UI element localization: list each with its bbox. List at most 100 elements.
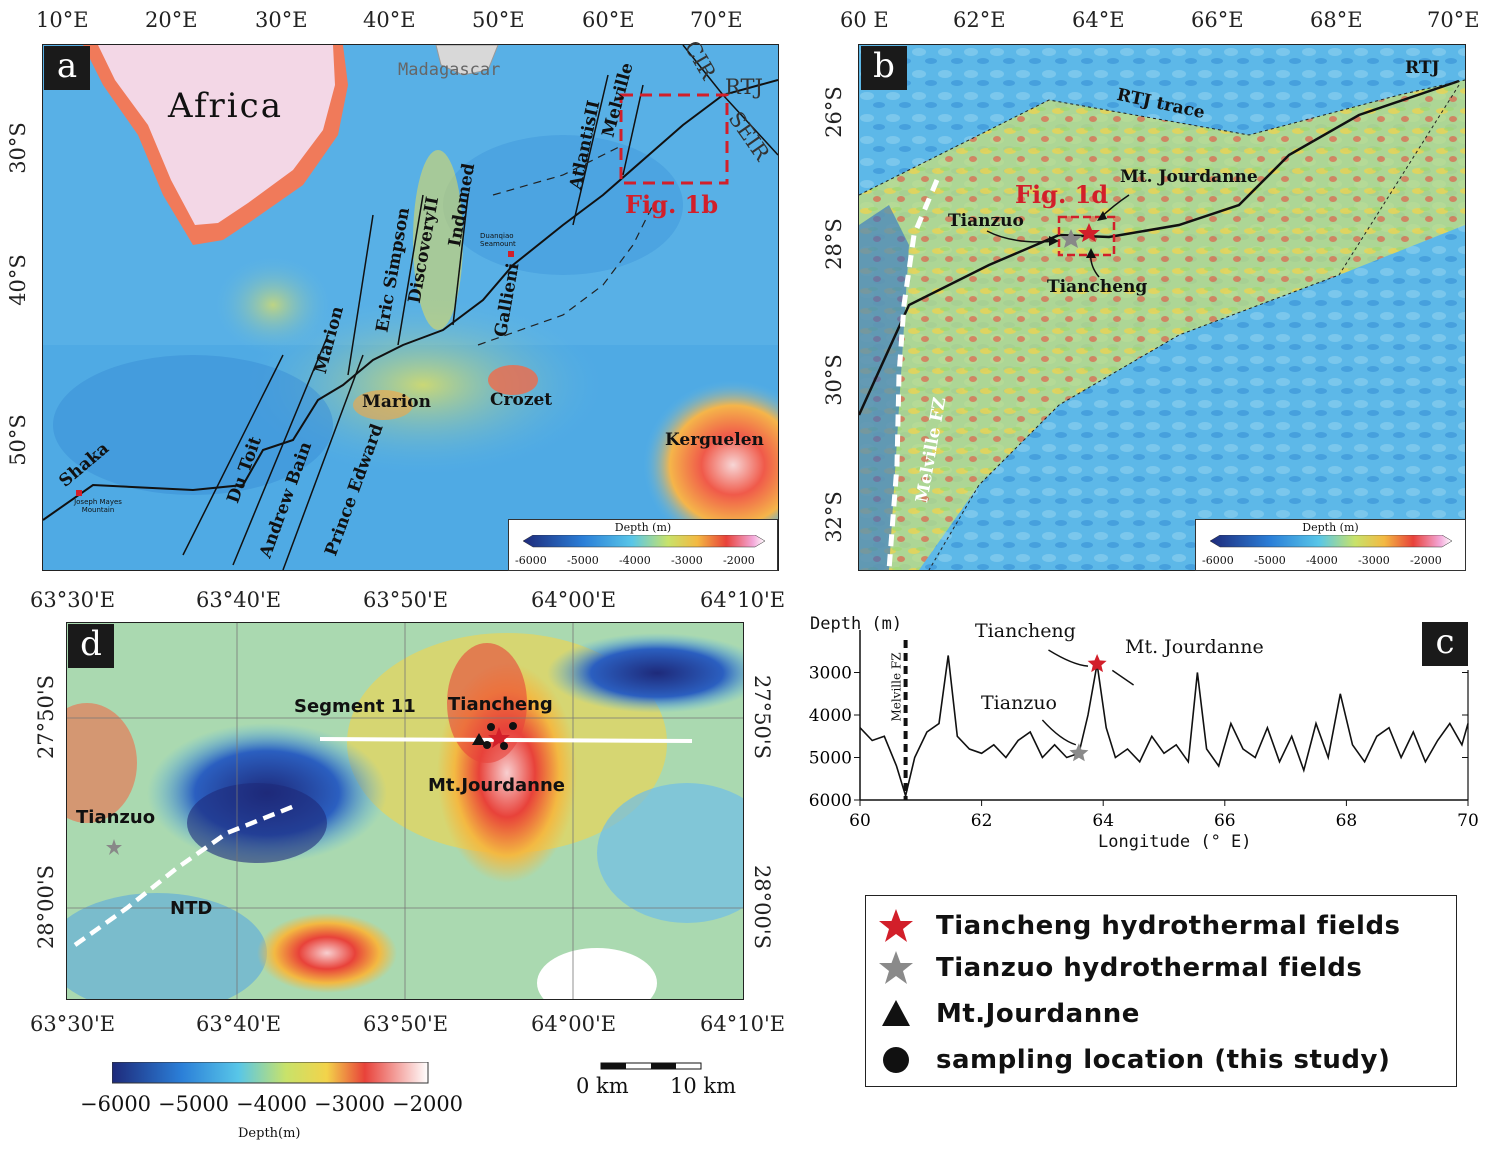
fig1d-label: Fig. 1d: [1015, 180, 1109, 209]
panel-b-tiancheng-label: Tiancheng: [1047, 277, 1148, 297]
panel-d-lon-tick: 64°00'E: [531, 588, 617, 612]
panel-d-colorbar-title: Depth(m): [238, 1126, 301, 1141]
legend-label: Tianzuo hydrothermal fields: [936, 953, 1363, 983]
panel-a-badge: a: [44, 46, 90, 90]
panel-b-jourdanne-label: Mt. Jourdanne: [1120, 167, 1258, 187]
panel-d-lon-tick: 63°50'E: [363, 588, 449, 612]
scale-bar-start: 0 km: [576, 1074, 629, 1098]
ntd-label: NTD: [170, 898, 213, 919]
y-tick-label: 6000: [809, 791, 852, 811]
legend-item: Tianzuo hydrothermal fields: [876, 948, 1362, 988]
panel-c-melville-label: Melville FZ: [889, 652, 904, 722]
panel-a-bathymetry: [43, 45, 778, 570]
panel-b-lat-tick: 30°S: [821, 354, 846, 406]
scale-bar-end: 10 km: [670, 1074, 737, 1098]
panel-d-tianzuo-label: Tianzuo: [76, 807, 156, 828]
panel-d-lon-tick: 64°00'E: [531, 1012, 617, 1036]
crozet-label: Crozet: [490, 390, 553, 410]
panel-d-lon-tick: 63°30'E: [30, 1012, 116, 1036]
marion-island-label: Marion: [362, 392, 431, 412]
panel-b-rtj-label: RTJ: [1405, 58, 1440, 78]
legend-label: Tiancheng hydrothermal fields: [936, 911, 1401, 941]
panel-b-bathymetry: [859, 45, 1465, 570]
panel-b-lat-tick: 26°S: [821, 86, 846, 138]
panel-d-badge: d: [68, 624, 114, 668]
panel-d-lat-tick: 27°50'S: [34, 674, 59, 760]
panel-b-lon-tick: 66°E: [1191, 8, 1244, 32]
panel-b-lon-tick: 64°E: [1072, 8, 1125, 32]
panel-a-colorbar-ramp: [522, 535, 766, 548]
panel-d-lon-tick: 63°50'E: [363, 1012, 449, 1036]
panel-a-map: [42, 44, 779, 571]
panel-a-colorbar-tick: -5000: [567, 554, 599, 567]
duanqiao-label: Duanqiao Seamount: [480, 232, 516, 248]
panel-c-xlabel: Longitude (° E): [1098, 832, 1252, 852]
panel-b-colorbar-tick: -5000: [1254, 554, 1286, 567]
panel-a-colorbar-tick: -6000: [515, 554, 547, 567]
panel-a-lon-tick: 20°E: [145, 8, 198, 32]
panel-c-badge: c: [1422, 622, 1468, 666]
panel-d-lat-tick: 28°00'S: [34, 864, 59, 950]
panel-a-colorbar-tick: -2000: [723, 554, 755, 567]
panel-d-lat-tick: 27°50'S: [750, 674, 775, 760]
legend-label: Mt.Jourdanne: [936, 999, 1140, 1029]
y-tick-label: 5000: [809, 749, 852, 769]
gray-star-icon: [879, 951, 913, 984]
panel-b-lon-tick: 70°E: [1427, 8, 1480, 32]
panel-d-tiancheng-label: Tiancheng: [448, 694, 553, 715]
africa-label: Africa: [168, 86, 283, 126]
panel-d-colorbar-tick: −6000: [80, 1092, 152, 1116]
panel-c-ylabel: Depth (m): [810, 614, 903, 634]
x-tick-label: 64: [1092, 811, 1114, 831]
panel-a-lat-tick: 50°S: [5, 414, 30, 466]
panel-b-badge: b: [861, 46, 907, 90]
kerguelen-label: Kerguelen: [665, 430, 764, 450]
panel-b-colorbar-title: Depth (m): [1302, 521, 1359, 534]
y-tick-label: 3000: [809, 664, 852, 684]
panel-b-colorbar-tick: -3000: [1358, 554, 1390, 567]
joseph-mayes-label: Joseph Mayes Mountain: [74, 498, 122, 514]
panel-d-lon-tick: 64°10'E: [700, 588, 786, 612]
triangle-icon: [882, 1000, 910, 1026]
panel-a-lat-tick: 30°S: [5, 122, 30, 174]
panel-d-colorbar: −6000 −5000 −4000 −3000 −2000 Depth(m): [80, 1060, 480, 1150]
panel-d-colorbar-tick: −2000: [392, 1092, 464, 1116]
panel-b-colorbar-ramp: [1209, 535, 1453, 548]
panel-b-colorbar-tick: -4000: [1306, 554, 1338, 567]
panel-d-colorbar-tick: −4000: [236, 1092, 308, 1116]
red-star-icon: [879, 909, 913, 942]
segment-11-label: Segment 11: [294, 696, 416, 717]
x-tick-label: 70: [1457, 811, 1479, 831]
legend-label: sampling location (this study): [936, 1045, 1391, 1075]
panel-d-lon-tick: 63°40'E: [196, 1012, 282, 1036]
depth-profile-line: [859, 655, 1469, 799]
panel-c-jourdanne-label: Mt. Jourdanne: [1125, 636, 1264, 658]
y-tick-label: 4000: [809, 706, 852, 726]
legend: Tiancheng hydrothermal fields Tianzuo hy…: [865, 895, 1457, 1087]
panel-a-colorbar-tick: -4000: [619, 554, 651, 567]
legend-item: Tiancheng hydrothermal fields: [876, 906, 1401, 946]
panel-a-colorbar: Depth (m) -6000 -5000 -4000 -3000 -2000: [508, 519, 778, 571]
panel-b-colorbar-tick: -2000: [1410, 554, 1442, 567]
panel-b-map: [858, 44, 1466, 571]
panel-b-lon-tick: 60 E: [840, 8, 889, 32]
panel-d-lon-tick: 63°40'E: [196, 588, 282, 612]
legend-item: Mt.Jourdanne: [876, 994, 1140, 1034]
x-tick-label: 66: [1214, 811, 1236, 831]
legend-item: sampling location (this study): [876, 1040, 1390, 1080]
scale-bar: [600, 1062, 702, 1070]
panel-b-lon-tick: 68°E: [1310, 8, 1363, 32]
panel-d-map: [66, 622, 744, 1000]
fig1b-label: Fig. 1b: [625, 190, 719, 219]
tiancheng-star: [1087, 654, 1107, 673]
panel-d-colorbar-tick: −3000: [314, 1092, 386, 1116]
rtj-label: RTJ: [725, 75, 763, 99]
panel-a-colorbar-title: Depth (m): [614, 521, 672, 534]
panel-a-lon-tick: 50°E: [472, 8, 525, 32]
panel-d-jourdanne-label: Mt.Jourdanne: [428, 775, 565, 796]
panel-b-lat-tick: 28°S: [821, 218, 846, 270]
tiancheng-arrow: [1048, 649, 1089, 667]
panel-a-lon-tick: 10°E: [36, 8, 89, 32]
panel-b-lat-tick: 32°S: [821, 491, 846, 543]
